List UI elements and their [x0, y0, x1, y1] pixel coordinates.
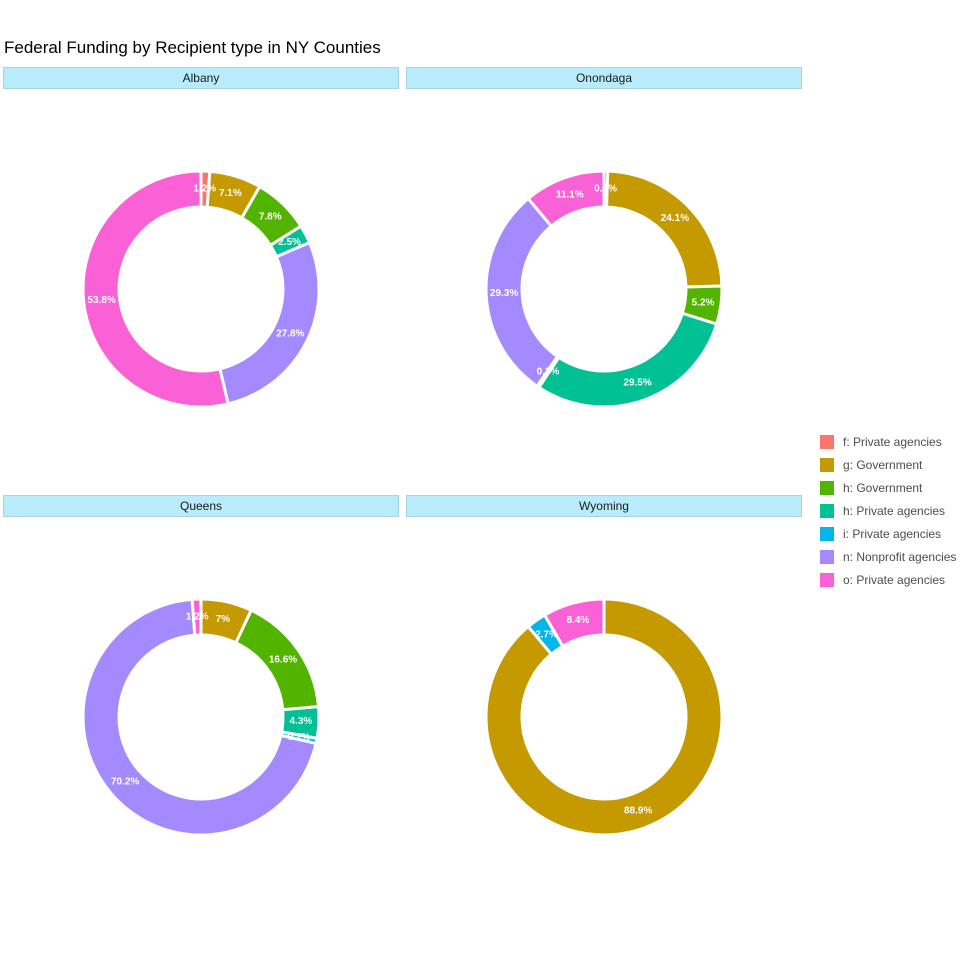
- slice-label: 0.7%: [288, 732, 311, 743]
- donut-slice-n: [218, 240, 321, 406]
- legend-key-swatch: [820, 572, 834, 587]
- legend-label: h: Private agencies: [843, 503, 946, 518]
- facet-panel-wyoming: Wyoming 88.9% 2.7% 8.4%: [406, 495, 802, 917]
- legend-label: h: Government: [843, 480, 923, 495]
- facet-panel-albany: Albany 1.2% 7.1% 7.8% 2.5% 27.8% 53.8%: [3, 67, 399, 489]
- slice-label: 11.1%: [556, 190, 584, 201]
- slice-label: 53.8%: [87, 295, 115, 306]
- slice-label: 1.2%: [193, 184, 216, 195]
- legend-item: h: Government: [820, 476, 956, 499]
- legend-key-swatch: [820, 503, 834, 518]
- legend-key-swatch: [820, 457, 834, 472]
- legend-item: f: Private agencies: [820, 430, 956, 453]
- legend-label: g: Government: [843, 457, 923, 472]
- facet-strip-onondaga: Onondaga: [406, 67, 802, 89]
- facet-strip-albany: Albany: [3, 67, 399, 89]
- slice-label: 7.8%: [259, 211, 282, 222]
- legend-key-swatch: [820, 526, 834, 541]
- slice-label: 4.3%: [289, 716, 312, 727]
- legend-key-swatch: [820, 434, 834, 449]
- legend-item: h: Private agencies: [820, 499, 956, 522]
- legend: f: Private agencies g: Government h: Gover…: [820, 430, 956, 591]
- slice-label: 16.6%: [269, 654, 297, 665]
- facet-panel-queens: Queens 7% 16.6% 4.3% 0.7% 70.2% 1.2%: [3, 495, 399, 917]
- slice-label: 0.5%: [594, 184, 617, 195]
- legend-item: o: Private agencies: [820, 568, 956, 591]
- legend-label: o: Private agencies: [843, 572, 946, 587]
- slice-label: 7.1%: [219, 188, 242, 199]
- slice-label: 29.3%: [490, 288, 518, 299]
- legend-key-swatch: [820, 549, 834, 564]
- facet-strip-wyoming: Wyoming: [406, 495, 802, 517]
- facet-strip-queens: Queens: [3, 495, 399, 517]
- donut-slice-o: [526, 169, 606, 229]
- donut-slice-o: [542, 597, 606, 649]
- slice-label: 2.7%: [535, 630, 558, 641]
- slice-label: 88.9%: [624, 805, 652, 816]
- donut-slice-n: [81, 597, 318, 837]
- facet-panel-onondaga: Onondaga 0.5% 24.1% 5.2% 29.5% 0.3% 29.3% 11.1…: [406, 67, 802, 489]
- donut-slice-g: [605, 169, 724, 289]
- slice-label: 24.1%: [661, 213, 689, 224]
- slice-label: 2.5%: [278, 237, 301, 248]
- donut-chart-albany: 1.2% 7.1% 7.8% 2.5% 27.8% 53.8%: [81, 169, 321, 409]
- chart-title: Federal Funding by Recipient type in NY …: [4, 38, 381, 57]
- donut-chart-queens: 7% 16.6% 4.3% 0.7% 70.2% 1.2%: [81, 597, 321, 837]
- slice-label: 29.5%: [623, 378, 651, 389]
- legend-label: n: Nonprofit agencies: [843, 549, 957, 564]
- donut-slice-o: [81, 169, 230, 409]
- slice-label: 0.3%: [537, 366, 560, 377]
- legend-label: f: Private agencies: [843, 434, 942, 449]
- legend-item: n: Nonprofit agencies: [820, 545, 956, 568]
- slice-label: 27.8%: [276, 329, 304, 340]
- legend-key-swatch: [820, 480, 834, 495]
- legend-item: i: Private agencies: [820, 522, 956, 545]
- slice-label: 7%: [216, 614, 231, 625]
- donut-chart-onondaga: 0.5% 24.1% 5.2% 29.5% 0.3% 29.3% 11.1%: [484, 169, 724, 409]
- slice-label: 70.2%: [111, 777, 139, 788]
- slice-label: 8.4%: [567, 615, 590, 626]
- slice-label: 1.2%: [186, 612, 209, 623]
- slice-label: 5.2%: [692, 297, 715, 308]
- donut-chart-wyoming: 88.9% 2.7% 8.4%: [484, 597, 724, 837]
- donut-slice-o: [190, 597, 203, 637]
- legend-label: i: Private agencies: [843, 526, 942, 541]
- legend-item: g: Government: [820, 453, 956, 476]
- donut-slice-g: [484, 597, 724, 837]
- donut-slice-h-priv: [536, 311, 719, 409]
